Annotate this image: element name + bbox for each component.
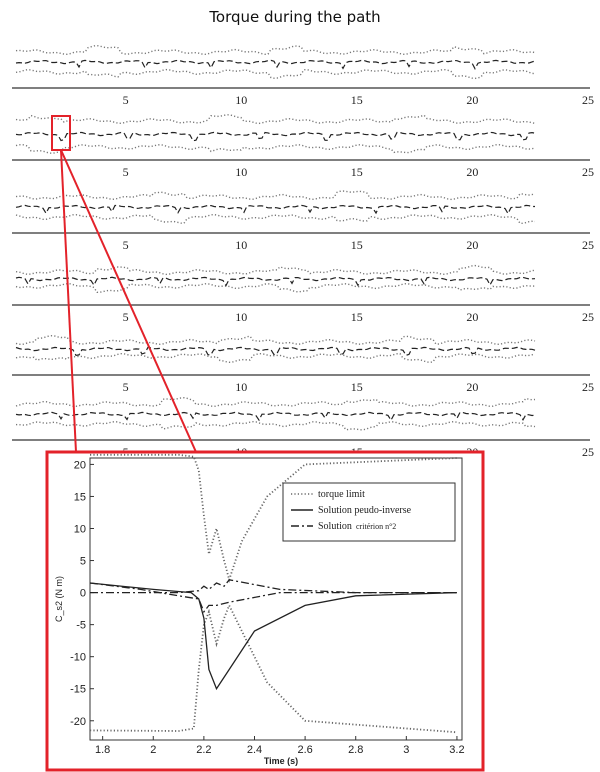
inset-series-line (89, 582, 457, 691)
torque-panel: 5 10 15 20 25 (12, 190, 594, 252)
inset-x-axis-label: Time (s) (264, 756, 298, 766)
inset-y-tick-label: 10 (74, 524, 86, 536)
zoom-connector-line (60, 149, 197, 453)
inset-y-tick-label: 5 (80, 556, 86, 568)
inset-x-tick-label: 2.6 (297, 744, 312, 756)
inset-y-tick-label: -10 (70, 652, 86, 664)
inset-x-tick-label: 3.2 (449, 744, 464, 756)
inset-series-line (89, 603, 457, 734)
inset-y-axis-label: C_s2 (N m) (54, 576, 64, 622)
torque-limit-line (15, 114, 536, 125)
panel-x-tick-label: 20 (466, 93, 478, 107)
panel-x-tick-label: 5 (123, 310, 129, 324)
legend-entry-label: Solution (318, 521, 352, 532)
panel-x-tick-label: 15 (351, 165, 363, 179)
panel-x-tick-label: 25 (582, 445, 594, 459)
torque-series-line (15, 204, 535, 215)
inset-chart: 1.8 2 2.2 2.4 2.6 2.8 3 3.2 20 15 10 5 0 -5 -10 -15 -20 T… (54, 453, 465, 766)
torque-limit-line (15, 420, 536, 431)
panel-x-tick-label: 20 (466, 238, 478, 252)
panel-x-tick-label: 15 (351, 310, 363, 324)
torque-limit-line (15, 143, 536, 155)
legend-entry-sublabel: critérion n°2 (356, 522, 396, 531)
inset-series-line (89, 582, 457, 614)
torque-series-line (15, 59, 536, 70)
panel-x-tick-label: 10 (235, 380, 247, 394)
legend-entry-label: torque limit (318, 489, 365, 500)
legend-box (282, 482, 456, 542)
panel-x-tick-label: 5 (123, 238, 129, 252)
torque-limit-line (15, 44, 536, 56)
inset-x-tick-label: 3 (403, 744, 409, 756)
inset-x-tick-label: 2.4 (247, 744, 262, 756)
inset-y-tick-label: 20 (74, 459, 86, 471)
panel-x-tick-label: 25 (582, 93, 594, 107)
inset-y-tick-label: -5 (76, 620, 86, 632)
torque-limit-line (15, 396, 536, 408)
panel-x-tick-label: 25 (582, 238, 594, 252)
inset-series-line (90, 579, 457, 594)
inset-x-tick-label: 2 (150, 744, 156, 756)
panel-x-tick-label: 25 (582, 310, 594, 324)
panel-x-tick-label: 15 (351, 238, 363, 252)
inset-y-tick-label: -15 (70, 684, 86, 696)
legend-entry-label: Solution peudo-inverse (318, 505, 412, 516)
panel-x-tick-label: 15 (351, 93, 363, 107)
panel-x-tick-label: 10 (235, 165, 247, 179)
torque-panel: 5 10 15 20 25 (12, 114, 594, 179)
figure-title: Torque during the path (208, 8, 380, 26)
torque-panel: 5 10 15 20 25 (12, 44, 594, 107)
torque-limit-line (15, 352, 536, 364)
torque-limit-line (15, 190, 536, 201)
zoom-connector-line (60, 149, 77, 453)
inset-x-tick-label: 2.8 (348, 744, 363, 756)
torque-panels: 5 10 15 20 25 5 10 15 20 25 5 10 15 20 25 5 10 15 20 25 5 10 1… (12, 44, 594, 459)
torque-limit-line (15, 282, 536, 293)
inset-plot-area (89, 457, 463, 741)
panel-x-tick-label: 20 (466, 380, 478, 394)
panel-x-tick-label: 10 (235, 93, 247, 107)
torque-limit-line (15, 334, 536, 346)
torque-series-line (15, 346, 536, 357)
panel-x-tick-label: 20 (466, 310, 478, 324)
panel-x-tick-label: 5 (123, 380, 129, 394)
inset-y-tick-label: 15 (74, 491, 86, 503)
inset-legend: torque limit Solution peudo-inverse Soluti… (282, 482, 456, 542)
torque-panel: 5 10 15 20 25 (12, 264, 594, 324)
torque-panel: 5 10 15 20 25 (12, 334, 594, 394)
panel-x-tick-label: 5 (123, 165, 129, 179)
panel-x-tick-label: 10 (235, 238, 247, 252)
panel-x-tick-label: 25 (582, 165, 594, 179)
inset-series-line (90, 453, 457, 583)
inset-y-tick-label: -20 (70, 716, 86, 728)
zoom-callout (45, 115, 485, 772)
panel-x-tick-label: 25 (582, 380, 594, 394)
inset-x-tick-label: 1.8 (95, 744, 110, 756)
torque-limit-line (15, 213, 536, 225)
panel-x-tick-label: 10 (235, 310, 247, 324)
torque-limit-line (15, 264, 536, 276)
inset-x-tick-label: 2.2 (196, 744, 211, 756)
torque-series-line (15, 276, 536, 287)
panel-x-tick-label: 5 (123, 93, 129, 107)
panel-x-tick-label: 15 (351, 380, 363, 394)
torque-series-line (15, 131, 536, 142)
inset-y-tick-label: 0 (80, 588, 86, 600)
torque-series-line (15, 411, 536, 422)
torque-limit-line (15, 68, 536, 80)
panel-x-tick-label: 20 (466, 165, 478, 179)
